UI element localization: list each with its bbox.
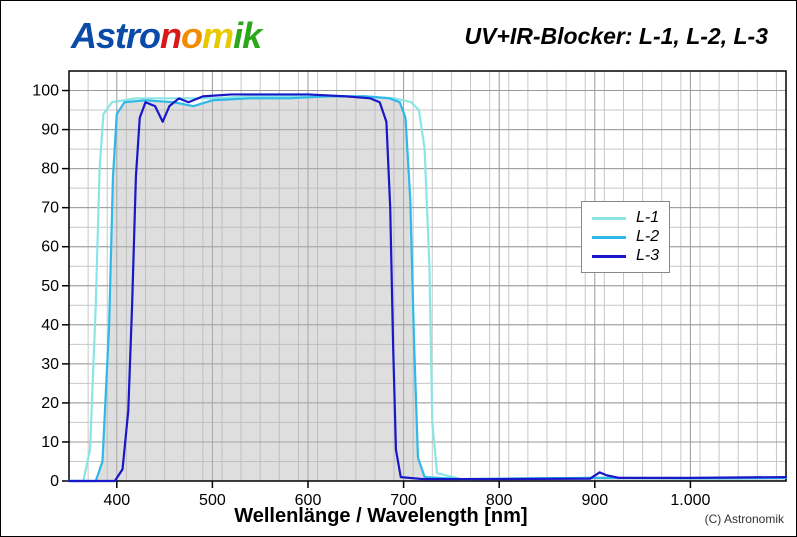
legend-item: L-3 bbox=[592, 247, 659, 265]
svg-text:80: 80 bbox=[41, 161, 59, 178]
svg-text:50: 50 bbox=[41, 278, 59, 295]
legend-item: L-1 bbox=[592, 209, 659, 227]
svg-text:900: 900 bbox=[581, 492, 608, 509]
svg-text:0: 0 bbox=[50, 473, 59, 490]
svg-text:600: 600 bbox=[295, 492, 322, 509]
svg-text:40: 40 bbox=[41, 317, 59, 334]
legend-label: L-1 bbox=[636, 209, 659, 227]
legend-item: L-2 bbox=[592, 228, 659, 246]
svg-text:400: 400 bbox=[103, 492, 130, 509]
svg-text:20: 20 bbox=[41, 395, 59, 412]
svg-text:100: 100 bbox=[32, 83, 59, 100]
svg-text:800: 800 bbox=[486, 492, 513, 509]
legend-swatch bbox=[592, 236, 626, 239]
svg-text:60: 60 bbox=[41, 239, 59, 256]
svg-text:30: 30 bbox=[41, 356, 59, 373]
svg-text:1.000: 1.000 bbox=[670, 492, 710, 509]
legend-swatch bbox=[592, 255, 626, 258]
svg-text:500: 500 bbox=[199, 492, 226, 509]
legend-label: L-2 bbox=[636, 228, 659, 246]
chart-frame: Astronomik UV+IR-Blocker: L-1, L-2, L-3 … bbox=[0, 0, 797, 537]
svg-text:700: 700 bbox=[390, 492, 417, 509]
legend-label: L-3 bbox=[636, 247, 659, 265]
legend-swatch bbox=[592, 217, 626, 220]
chart-legend: L-1L-2L-3 bbox=[581, 201, 670, 273]
transmission-chart: 400 500 600 700 800 900 1.000 0 10 20 30 40 50 60 70 80… bbox=[1, 1, 796, 536]
svg-text:10: 10 bbox=[41, 434, 59, 451]
svg-text:70: 70 bbox=[41, 200, 59, 217]
svg-text:90: 90 bbox=[41, 122, 59, 139]
